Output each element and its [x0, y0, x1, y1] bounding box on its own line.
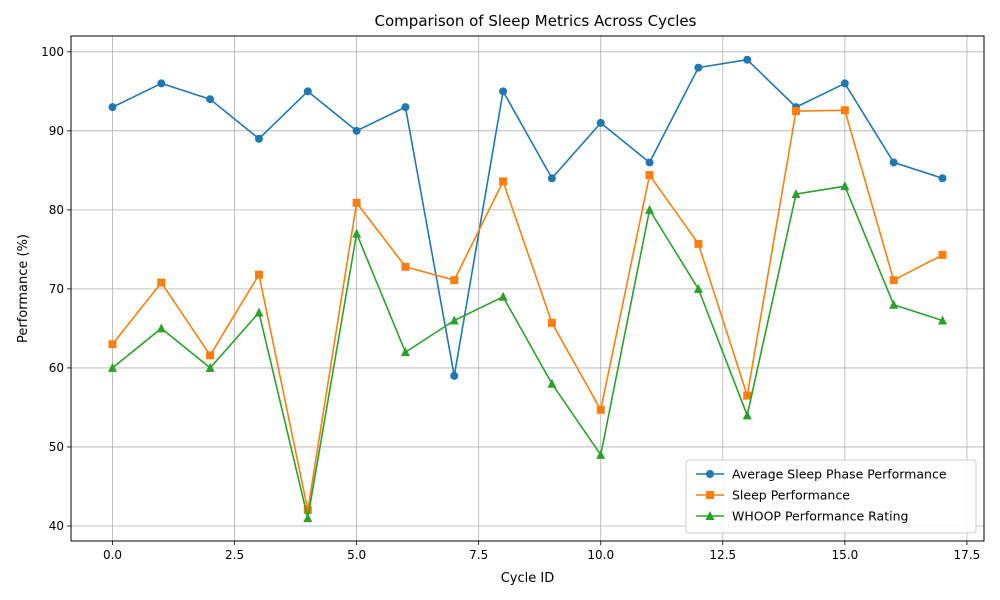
data-point	[205, 362, 215, 372]
series-line	[111, 185, 943, 519]
series-line	[111, 109, 943, 511]
data-point	[450, 371, 459, 380]
data-point	[303, 506, 312, 515]
data-point	[157, 278, 166, 287]
data-point	[938, 315, 947, 325]
data-point	[840, 181, 850, 191]
data-point	[449, 315, 459, 325]
data-point	[547, 378, 557, 388]
data-point	[499, 87, 508, 96]
data-point	[596, 449, 606, 459]
data-point	[840, 106, 849, 115]
series-line	[112, 58, 943, 377]
data-point	[694, 239, 703, 248]
data-point	[206, 351, 215, 360]
x-tick-label: 17.5	[954, 548, 981, 562]
series-2	[108, 106, 947, 515]
legend-marker	[706, 470, 714, 478]
data-point	[889, 158, 898, 167]
x-tick-label: 7.5	[469, 548, 488, 562]
y-tick-label: 90	[49, 124, 64, 138]
y-axis-label: Performance (%)	[16, 234, 31, 343]
legend-marker	[705, 511, 715, 520]
data-point	[499, 177, 508, 186]
series-3	[108, 181, 947, 523]
data-point	[596, 405, 605, 414]
data-point	[938, 250, 947, 259]
data-point	[352, 198, 361, 207]
x-tick-label: 12.5	[709, 548, 736, 562]
legend-box	[685, 459, 977, 534]
legend-label: WHOOP Performance Rating	[732, 509, 908, 524]
data-point	[596, 118, 605, 127]
series-1	[108, 55, 947, 380]
data-point	[694, 63, 703, 72]
data-point	[108, 362, 117, 372]
data-point	[743, 391, 752, 400]
data-point	[743, 55, 752, 64]
x-axis: 0.0 2.5 5.0 7.5 10.0 12.5 15.0 17.5	[103, 541, 980, 562]
series-layer	[108, 55, 947, 523]
legend-entry: Average Sleep Phase Performance	[696, 467, 947, 482]
data-point	[401, 103, 410, 112]
legend-label: Average Sleep Phase Performance	[732, 467, 947, 482]
legend: Average Sleep Phase Performance Sleep Per…	[685, 459, 977, 534]
y-tick-label: 60	[49, 361, 64, 375]
x-tick-label: 5.0	[347, 548, 366, 562]
data-point	[742, 410, 752, 420]
data-point	[889, 299, 899, 309]
data-point	[303, 513, 313, 523]
data-point	[254, 134, 263, 143]
data-point	[840, 79, 849, 88]
x-tick-label: 15.0	[831, 548, 858, 562]
x-tick-label: 2.5	[225, 548, 244, 562]
data-point	[547, 174, 556, 183]
data-point	[791, 189, 801, 199]
x-axis-label: Cycle ID	[501, 571, 555, 586]
data-point	[938, 174, 947, 183]
data-point	[400, 347, 410, 357]
grid	[71, 36, 984, 541]
data-point	[108, 340, 117, 349]
data-point	[157, 79, 166, 88]
chart-title: Comparison of Sleep Metrics Across Cycle…	[375, 12, 697, 30]
data-point	[645, 171, 654, 180]
data-point	[645, 158, 654, 167]
data-point	[352, 228, 362, 238]
y-tick-label: 80	[49, 203, 64, 217]
y-axis: 40 50 60 70 80 90 100	[41, 45, 71, 533]
data-point	[206, 95, 215, 104]
data-point	[108, 103, 117, 112]
data-point	[254, 270, 263, 279]
data-point	[254, 307, 264, 317]
legend-entry: Sleep Performance	[696, 488, 850, 503]
data-point	[303, 87, 312, 96]
legend-entry: WHOOP Performance Rating	[696, 509, 908, 524]
data-point	[498, 291, 508, 301]
data-point	[547, 318, 556, 327]
data-point	[792, 107, 801, 116]
data-point	[693, 283, 703, 293]
data-point	[352, 126, 361, 135]
data-point	[401, 262, 410, 271]
data-point	[156, 323, 166, 333]
data-point	[645, 204, 655, 214]
y-tick-label: 100	[41, 45, 64, 59]
legend-marker	[706, 491, 714, 499]
legend-label: Sleep Performance	[732, 488, 850, 503]
x-tick-label: 10.0	[587, 548, 614, 562]
x-tick-label: 0.0	[103, 548, 122, 562]
data-point	[889, 276, 898, 285]
y-tick-label: 40	[49, 519, 64, 533]
data-point	[450, 276, 459, 285]
y-tick-label: 50	[49, 440, 64, 454]
y-tick-label: 70	[49, 282, 64, 296]
